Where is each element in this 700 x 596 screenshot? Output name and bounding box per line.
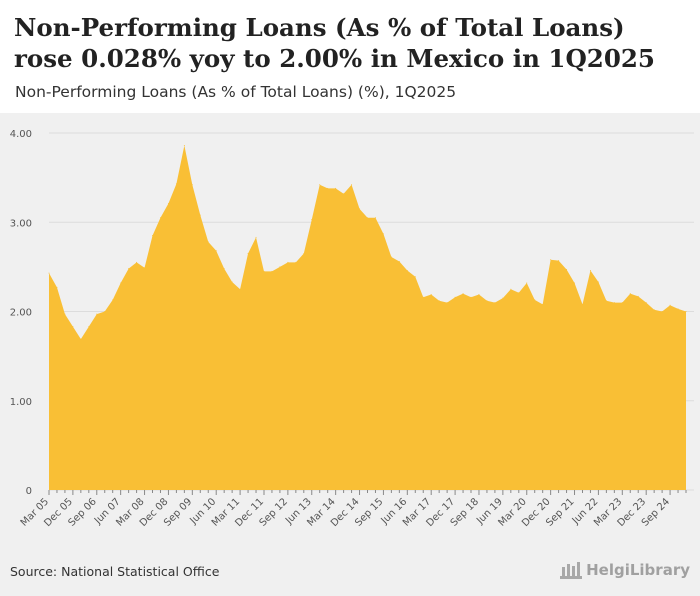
data-point [343, 193, 345, 195]
data-point [454, 296, 456, 298]
y-tick-label: 2.00 [10, 308, 32, 319]
data-point [589, 269, 591, 271]
data-point [367, 217, 368, 219]
data-point [159, 217, 161, 219]
data-point [319, 184, 321, 186]
data-point [80, 338, 82, 340]
data-point [390, 256, 392, 258]
data-point [303, 252, 305, 254]
data-point [279, 266, 281, 268]
y-tick-label: 3.00 [10, 218, 32, 229]
data-point [613, 302, 615, 304]
data-point [382, 233, 384, 235]
data-point [96, 313, 98, 315]
source-note: Source: National Statistical Office [10, 564, 220, 579]
data-point [175, 183, 177, 185]
area-series [48, 145, 687, 490]
data-point [510, 288, 512, 290]
data-point [502, 297, 504, 299]
data-point [335, 187, 337, 189]
chart-subtitle: Non-Performing Loans (As % of Total Loan… [15, 83, 457, 101]
data-point [677, 308, 679, 310]
data-point [359, 208, 361, 210]
data-point [263, 270, 265, 272]
data-point [48, 272, 50, 274]
data-point [574, 282, 576, 284]
chart-headline: Non-Performing Loans (As % of Total Loan… [14, 13, 655, 73]
data-point [653, 309, 655, 311]
data-point [669, 304, 671, 306]
y-tick-label: 4.00 [10, 129, 32, 140]
data-point [88, 326, 90, 328]
brand-logo: HelgiLibrary [560, 561, 690, 579]
y-tick-label: 1.00 [10, 397, 32, 408]
data-point [152, 235, 154, 237]
data-point [494, 302, 496, 304]
data-point [414, 276, 416, 278]
data-point [685, 311, 687, 312]
data-point [478, 294, 480, 296]
data-point [629, 293, 631, 295]
data-point [56, 286, 58, 288]
data-point [566, 269, 568, 271]
data-point [112, 299, 114, 301]
data-point [271, 270, 273, 272]
data-point [526, 282, 528, 284]
brand-name: HelgiLibrary [586, 561, 690, 579]
data-point [351, 184, 353, 186]
data-point [223, 268, 225, 270]
data-point [661, 311, 663, 312]
data-point [199, 214, 201, 216]
data-point [311, 219, 313, 221]
y-axis: 0 1.00 2.00 3.00 4.00 [10, 129, 32, 497]
header: Non-Performing Loans (As % of Total Loan… [0, 0, 700, 113]
data-point [374, 217, 376, 219]
data-point [255, 236, 257, 238]
data-point [422, 296, 424, 298]
data-point [581, 303, 583, 305]
data-point [398, 261, 400, 263]
data-point [486, 300, 488, 302]
data-point [542, 303, 544, 305]
data-point [287, 261, 289, 263]
data-point [247, 252, 249, 254]
data-point [597, 281, 599, 283]
data-point [239, 288, 241, 290]
data-point [295, 261, 297, 263]
data-point [231, 281, 233, 283]
data-point [64, 313, 66, 315]
data-point [406, 269, 408, 271]
data-point [430, 294, 432, 296]
data-point [645, 302, 647, 304]
data-point [605, 300, 607, 302]
data-point [621, 302, 623, 304]
data-point [534, 299, 536, 301]
data-point [120, 282, 122, 284]
y-tick-label: 0 [26, 486, 32, 497]
data-point [438, 300, 440, 302]
data-point [446, 302, 448, 304]
data-point [191, 184, 193, 186]
data-point [637, 295, 639, 297]
data-point [128, 268, 130, 270]
npl-area [49, 145, 686, 490]
data-point [144, 267, 146, 269]
data-point [207, 241, 209, 243]
data-point [215, 250, 217, 252]
data-point [550, 259, 552, 261]
data-point [470, 296, 472, 298]
data-point [327, 187, 329, 189]
library-icon [560, 562, 583, 579]
data-point [136, 261, 138, 263]
data-point [518, 292, 520, 294]
data-point [167, 203, 169, 205]
data-point [72, 326, 74, 328]
data-point [183, 145, 185, 146]
data-point [462, 293, 464, 295]
data-point [104, 311, 106, 312]
data-point [558, 260, 560, 262]
